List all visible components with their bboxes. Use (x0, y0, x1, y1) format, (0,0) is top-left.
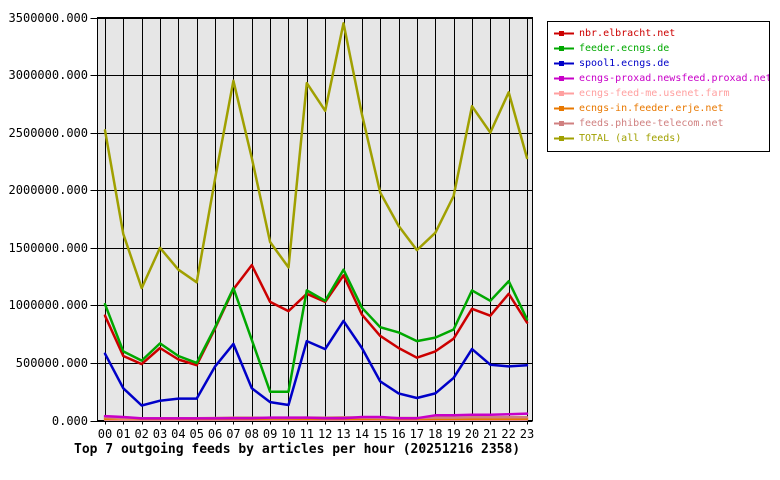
x-axis-label: 20 (464, 427, 480, 441)
x-axis-label: 08 (244, 427, 259, 441)
x-axis-label: 19 (446, 427, 461, 441)
y-axis-label: 2000000.000 (8, 183, 88, 198)
x-axis-label: 04 (171, 427, 186, 441)
y-axis-label: 3000000.000 (8, 68, 88, 83)
series-line-spool1-ecngs-de (103, 319, 529, 407)
x-axis-label: 13 (336, 427, 351, 441)
x-axis-label: 18 (428, 427, 443, 441)
legend-line-marker-icon (554, 121, 574, 126)
x-axis-label: 07 (226, 427, 241, 441)
series-line-feeder-ecngs-de (103, 268, 529, 393)
legend-line-marker-icon (554, 31, 574, 36)
legend-line-marker-icon (554, 91, 574, 96)
x-axis-label: 21 (483, 427, 498, 441)
legend-item-label: spool1.ecngs.de (579, 58, 670, 69)
legend-item-label: TOTAL (all feeds) (579, 133, 682, 144)
y-axis-label: 3500000.000 (8, 10, 88, 25)
x-axis-label: 01 (116, 427, 131, 441)
series-line-nbr-elbracht-net (103, 263, 529, 367)
x-axis-label: 17 (409, 427, 425, 441)
plot-background (97, 17, 533, 421)
legend-item-label: ecngs-feed-me.usenet.farm (579, 88, 730, 99)
legend-item-label: nbr.elbracht.net (579, 28, 676, 39)
x-axis-label: 02 (134, 427, 149, 441)
x-axis-label: 09 (262, 427, 278, 441)
y-axis-label: 500000.000 (15, 355, 88, 370)
legend-line-marker-icon (554, 76, 574, 81)
x-axis-label: 15 (372, 427, 388, 441)
x-axis-label: 23 (519, 427, 535, 441)
y-axis-label: 2500000.000 (8, 125, 88, 140)
x-axis-label: 14 (354, 427, 370, 441)
x-axis-label: 00 (97, 427, 113, 441)
legend-item-label: ecngs-in.feeder.erje.net (579, 103, 724, 114)
legend-line-marker-icon (554, 136, 574, 141)
legend-item-spool1-ecngs-de: spool1.ecngs.de (554, 56, 769, 71)
y-axis-label: 0.000 (51, 413, 88, 428)
legend-line-marker-icon (554, 46, 574, 51)
series-line-ecngs-proxad-newsfeed-proxad-net (103, 412, 529, 420)
x-axis-label: 10 (281, 427, 296, 441)
legend-item-feeder-ecngs-de: feeder.ecngs.de (554, 41, 769, 56)
series-line-total-all-feeds (103, 22, 529, 290)
x-axis-label: 12 (317, 427, 333, 441)
legend-item-label: feeder.ecngs.de (579, 43, 670, 54)
x-axis-label: 11 (299, 427, 315, 441)
legend-item-ecngs-proxad-newsfeed-proxad-net: ecngs-proxad.newsfeed.proxad.net (554, 71, 769, 86)
legend-item-total-all-feeds: TOTAL (all feeds) (554, 131, 769, 146)
legend-item-label: feeds.phibee-telecom.net (579, 118, 724, 129)
x-axis-label: 05 (189, 427, 204, 441)
x-axis-label: 22 (501, 427, 516, 441)
legend-item-ecngs-in-feeder-erje-net: ecngs-in.feeder.erje.net (554, 101, 769, 116)
x-axis-label: 03 (152, 427, 168, 441)
legend-line-marker-icon (554, 61, 574, 66)
legend-item-feeds-phibee-telecom-net: feeds.phibee-telecom.net (554, 116, 769, 131)
legend-line-marker-icon (554, 106, 574, 111)
legend-item-label: ecngs-proxad.newsfeed.proxad.net (579, 73, 770, 84)
y-axis-label: 1500000.000 (8, 240, 88, 255)
x-axis-label: 16 (391, 427, 406, 441)
legend-item-ecngs-feed-me-usenet-farm: ecngs-feed-me.usenet.farm (554, 86, 769, 101)
legend-box: nbr.elbracht.net feeder.ecngs.de spool1.ec… (547, 21, 770, 152)
y-axis-label: 1000000.000 (8, 298, 88, 313)
x-axis-label: 06 (207, 427, 223, 441)
legend-item-nbr-elbracht-net: nbr.elbracht.net (554, 26, 769, 41)
chart-title: Top 7 outgoing feeds by articles per hou… (74, 442, 521, 457)
